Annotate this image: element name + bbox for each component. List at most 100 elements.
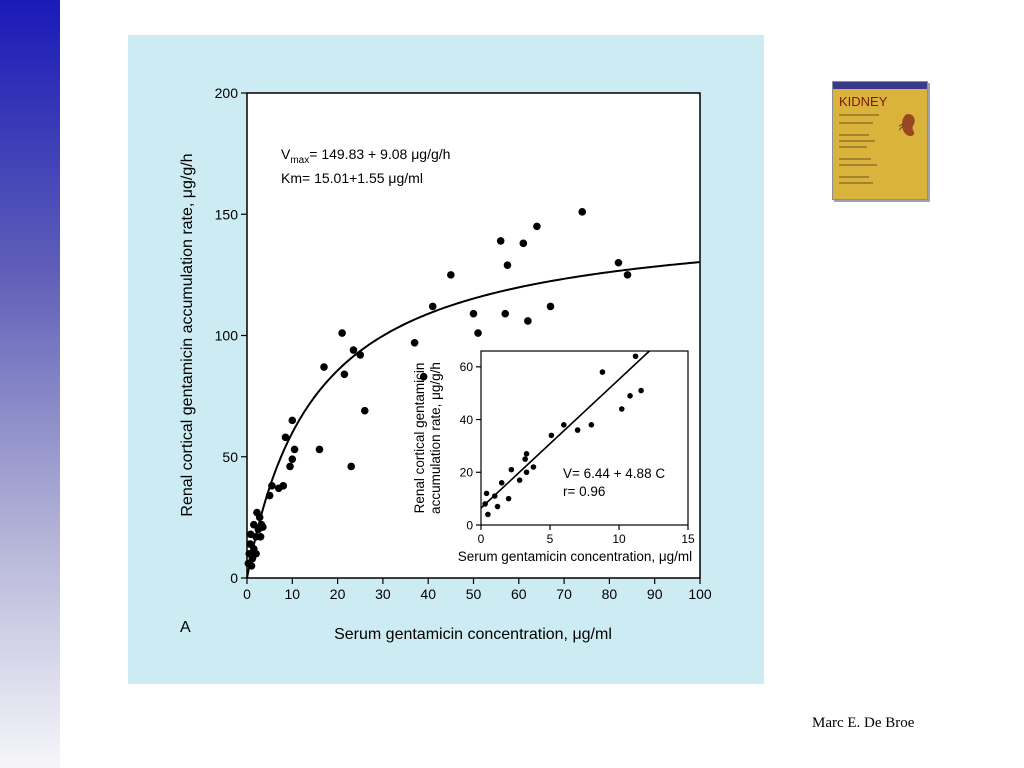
inset-r-value: r= 0.96 <box>563 484 605 499</box>
data-point-40 <box>501 309 510 318</box>
x-tick-label-6: 60 <box>511 586 527 602</box>
x-tick-label-5: 50 <box>466 586 482 602</box>
data-point-29 <box>347 462 355 471</box>
data-point-21 <box>638 387 644 394</box>
data-point-9 <box>522 456 528 462</box>
inset-fit-line <box>480 350 650 509</box>
data-point-15 <box>574 427 581 433</box>
main-x-ticks: 0 10 20 30 40 50 60 70 80 90 100 <box>243 578 712 602</box>
inset-data-points <box>482 353 644 518</box>
x-tick-label-1: 10 <box>285 586 301 602</box>
data-point-35 <box>428 302 437 311</box>
main-y-ticks: 0 50 100 150 200 <box>215 85 247 586</box>
data-point-39 <box>496 237 505 245</box>
figure-panel: 0 50 100 150 200 0 10 20 30 40 50 60 70 80 90 100 Vmax… <box>128 35 764 684</box>
main-y-axis-label: Renal cortical gentamicin accumulation r… <box>179 153 196 516</box>
data-point-23 <box>290 445 299 454</box>
data-point-20 <box>632 353 639 360</box>
data-point-44 <box>533 222 541 231</box>
inset-equation: V= 6.44 + 4.88 C <box>563 466 665 481</box>
y-tick-label-3: 150 <box>215 206 239 222</box>
data-point-11 <box>523 469 530 476</box>
y-tick-label-4: 200 <box>215 85 239 101</box>
inset-y-axis-label-line2: accumulation rate, μg/g/h <box>428 362 443 514</box>
x-tick-label-3: 30 <box>375 586 391 602</box>
data-point-12 <box>530 464 537 470</box>
data-point-13 <box>548 432 555 439</box>
data-point-45 <box>546 302 555 311</box>
book-cover-line <box>839 182 873 184</box>
inset-x-ticks: 0 5 10 15 <box>478 525 695 546</box>
data-point-10 <box>523 451 530 457</box>
x-tick-label-0: 0 <box>478 532 485 546</box>
panel-label-a: A <box>180 619 191 636</box>
y-tick-label-2: 100 <box>215 328 239 344</box>
kidney-illustration-icon <box>899 114 915 136</box>
data-point-43 <box>524 317 532 325</box>
data-point-3 <box>492 493 498 499</box>
book-cover-line <box>839 140 875 142</box>
book-cover-line <box>839 122 873 124</box>
book-cover-line <box>839 158 871 160</box>
inset-y-ticks: 0 20 40 60 <box>460 360 481 532</box>
main-fit-curve <box>246 261 701 579</box>
data-point-19 <box>279 482 288 490</box>
data-point-38 <box>474 329 482 337</box>
x-tick-label-1: 5 <box>547 532 554 546</box>
x-tick-label-2: 10 <box>612 532 626 546</box>
x-tick-label-10: 100 <box>688 586 712 602</box>
data-point-7 <box>508 466 515 473</box>
vmax-annotation: Vmax= 149.83 + 9.08 μg/g/h <box>281 146 450 166</box>
y-tick-label-0: 0 <box>466 518 473 532</box>
data-point-42 <box>519 239 528 248</box>
inset-y-axis-label-line1: Renal cortical gentamicin <box>412 363 427 514</box>
data-point-27 <box>338 329 346 337</box>
data-point-12 <box>255 513 264 522</box>
data-point-7 <box>249 520 258 529</box>
data-point-22 <box>288 455 297 463</box>
data-point-5 <box>498 480 505 486</box>
data-point-26 <box>320 363 328 371</box>
y-tick-label-1: 50 <box>222 449 238 465</box>
y-tick-label-1: 20 <box>460 466 474 480</box>
sidebar-gradient <box>0 0 60 768</box>
data-point-6 <box>505 495 512 502</box>
data-point-15 <box>259 523 267 531</box>
data-point-24 <box>288 416 297 425</box>
x-tick-label-7: 70 <box>556 586 572 602</box>
data-point-31 <box>356 351 365 359</box>
book-cover-line <box>839 164 877 166</box>
book-cover-line <box>839 146 867 148</box>
book-cover-topbar <box>833 82 927 89</box>
data-point-8 <box>252 549 260 558</box>
data-point-17 <box>268 482 276 490</box>
book-cover-line <box>839 134 869 136</box>
data-point-25 <box>315 445 324 454</box>
data-point-16 <box>588 422 595 428</box>
data-point-37 <box>469 309 478 318</box>
data-point-4 <box>247 562 256 570</box>
data-point-18 <box>618 406 625 412</box>
data-point-14 <box>561 422 567 428</box>
data-point-30 <box>349 346 358 354</box>
data-point-17 <box>599 369 606 375</box>
data-point-2 <box>485 511 491 518</box>
data-point-34 <box>419 372 428 381</box>
y-tick-label-2: 40 <box>460 413 474 427</box>
y-tick-label-3: 60 <box>460 360 474 374</box>
x-tick-label-0: 0 <box>243 586 251 602</box>
data-point-46 <box>578 208 587 216</box>
x-tick-label-4: 40 <box>420 586 436 602</box>
x-tick-label-2: 20 <box>330 586 346 602</box>
x-tick-label-8: 80 <box>602 586 618 602</box>
book-cover-line <box>839 176 869 178</box>
main-x-axis-label: Serum gentamicin concentration, μg/ml <box>334 626 612 643</box>
data-point-32 <box>360 406 369 415</box>
book-cover-icon: KIDNEY <box>832 81 928 200</box>
data-point-21 <box>286 462 294 471</box>
data-point-33 <box>410 338 419 347</box>
data-point-48 <box>623 271 632 279</box>
data-point-16 <box>265 491 274 500</box>
data-point-8 <box>516 477 523 483</box>
